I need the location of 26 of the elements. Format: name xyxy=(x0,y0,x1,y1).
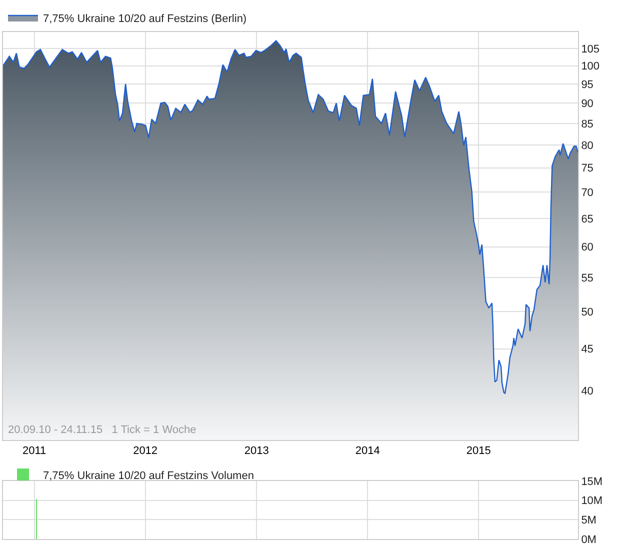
x-tick-label: 2013 xyxy=(244,445,269,458)
x-tick-label: 2012 xyxy=(133,445,158,458)
y-tick-label: 40 xyxy=(581,385,594,398)
x-tick-label: 2015 xyxy=(466,445,491,458)
y-tick-label: 0M xyxy=(581,534,596,546)
y-tick-label: 95 xyxy=(581,78,594,91)
y-tick-label: 50 xyxy=(581,306,594,318)
y-tick-label: 55 xyxy=(581,272,594,285)
y-tick-label: 90 xyxy=(581,98,594,110)
y-tick-label: 10M xyxy=(581,495,603,508)
y-tick-label: 45 xyxy=(581,344,594,356)
y-tick-label: 5M xyxy=(581,514,596,527)
y-tick-label: 60 xyxy=(581,242,594,254)
y-tick-label: 100 xyxy=(581,60,600,73)
y-tick-label: 65 xyxy=(581,213,594,226)
x-tick-label: 2014 xyxy=(355,445,380,458)
legend-label: 7,75% Ukraine 10/20 auf Festzins Volumen xyxy=(43,470,254,482)
y-tick-label: 80 xyxy=(581,140,594,152)
y-tick-label: 15M xyxy=(581,476,603,488)
y-tick-label: 85 xyxy=(581,118,594,130)
y-tick-label: 70 xyxy=(581,187,594,200)
x-tick-label: 2011 xyxy=(22,445,46,458)
y-tick-label: 75 xyxy=(581,162,594,175)
y-tick-label: 105 xyxy=(581,43,600,56)
legend-label: 7,75% Ukraine 10/20 auf Festzins (Berlin) xyxy=(43,12,247,25)
annotation: 20.09.10 - 24.11.15 1 Tick = 1 Woche xyxy=(8,424,196,436)
